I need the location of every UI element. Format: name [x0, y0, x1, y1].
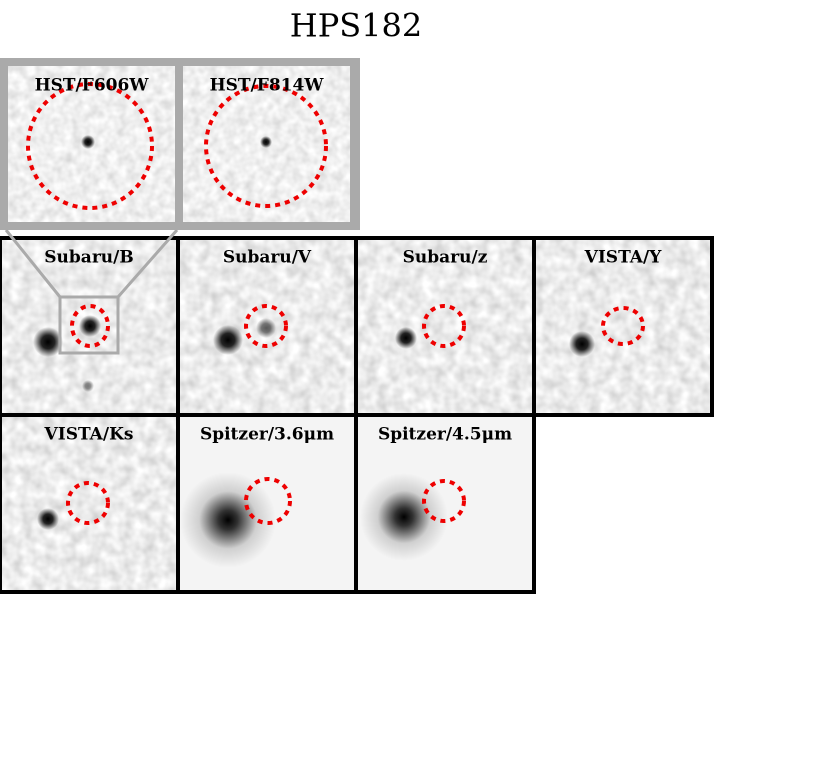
image-bg — [534, 238, 712, 415]
image: HST/F814W — [183, 66, 350, 222]
panel-border — [532, 236, 714, 417]
source — [82, 380, 94, 392]
panel-label: VISTA/Ks — [44, 425, 134, 445]
panel-label: Subaru/z — [403, 248, 488, 268]
aperture — [244, 304, 288, 348]
source — [260, 136, 272, 148]
aperture — [422, 479, 466, 523]
panel-border — [354, 413, 536, 594]
cutout-panel: Spitzer/3.6μm — [178, 415, 356, 592]
cutout-panel: HST/F814W — [183, 66, 350, 222]
image: Subaru/z — [356, 238, 534, 415]
panel-label: VISTA/Y — [584, 248, 663, 268]
aperture — [204, 84, 328, 208]
source — [180, 472, 276, 568]
panel-label: Spitzer/4.5μm — [378, 425, 512, 445]
panel-label: Spitzer/3.6μm — [200, 425, 334, 445]
cutout-panel: HST/F606W — [8, 66, 175, 222]
source — [33, 327, 63, 357]
source — [360, 473, 448, 561]
zoom-line — [4, 229, 62, 298]
source — [79, 315, 101, 337]
panel-label: HST/F814W — [210, 76, 325, 96]
cutout-panel: VISTA/Y — [534, 238, 712, 415]
source — [395, 327, 417, 349]
aperture — [70, 304, 110, 348]
aperture — [26, 82, 154, 210]
cutout-panel: Spitzer/4.5μm — [356, 415, 534, 592]
aperture — [244, 477, 292, 525]
aperture — [601, 306, 645, 346]
source — [81, 135, 95, 149]
cutout-panel: Subaru/V — [178, 238, 356, 415]
image: VISTA/Ks — [0, 415, 178, 592]
image: Spitzer/3.6μm — [178, 415, 356, 592]
aperture — [422, 304, 466, 348]
source — [213, 325, 243, 355]
figure-title: HPS182 — [290, 7, 422, 45]
image-bg — [0, 415, 178, 592]
source — [256, 318, 276, 338]
panel-label: HST/F606W — [35, 76, 150, 96]
panel-label: Subaru/B — [44, 248, 133, 268]
image: Subaru/V — [178, 238, 356, 415]
source — [37, 508, 59, 530]
zoom-line — [116, 229, 179, 298]
panel-label: Subaru/V — [223, 248, 312, 268]
aperture — [66, 481, 110, 525]
image: Subaru/B — [0, 238, 178, 415]
image: VISTA/Y — [534, 238, 712, 415]
source — [569, 331, 595, 357]
cutout-panel: Subaru/z — [356, 238, 534, 415]
cutout-panel: Subaru/B — [0, 238, 178, 415]
image: Spitzer/4.5μm — [356, 415, 534, 592]
zoom-box — [58, 295, 120, 355]
image-bg — [356, 238, 534, 415]
cutout-panel: VISTA/Ks — [0, 415, 178, 592]
image: HST/F606W — [8, 66, 175, 222]
